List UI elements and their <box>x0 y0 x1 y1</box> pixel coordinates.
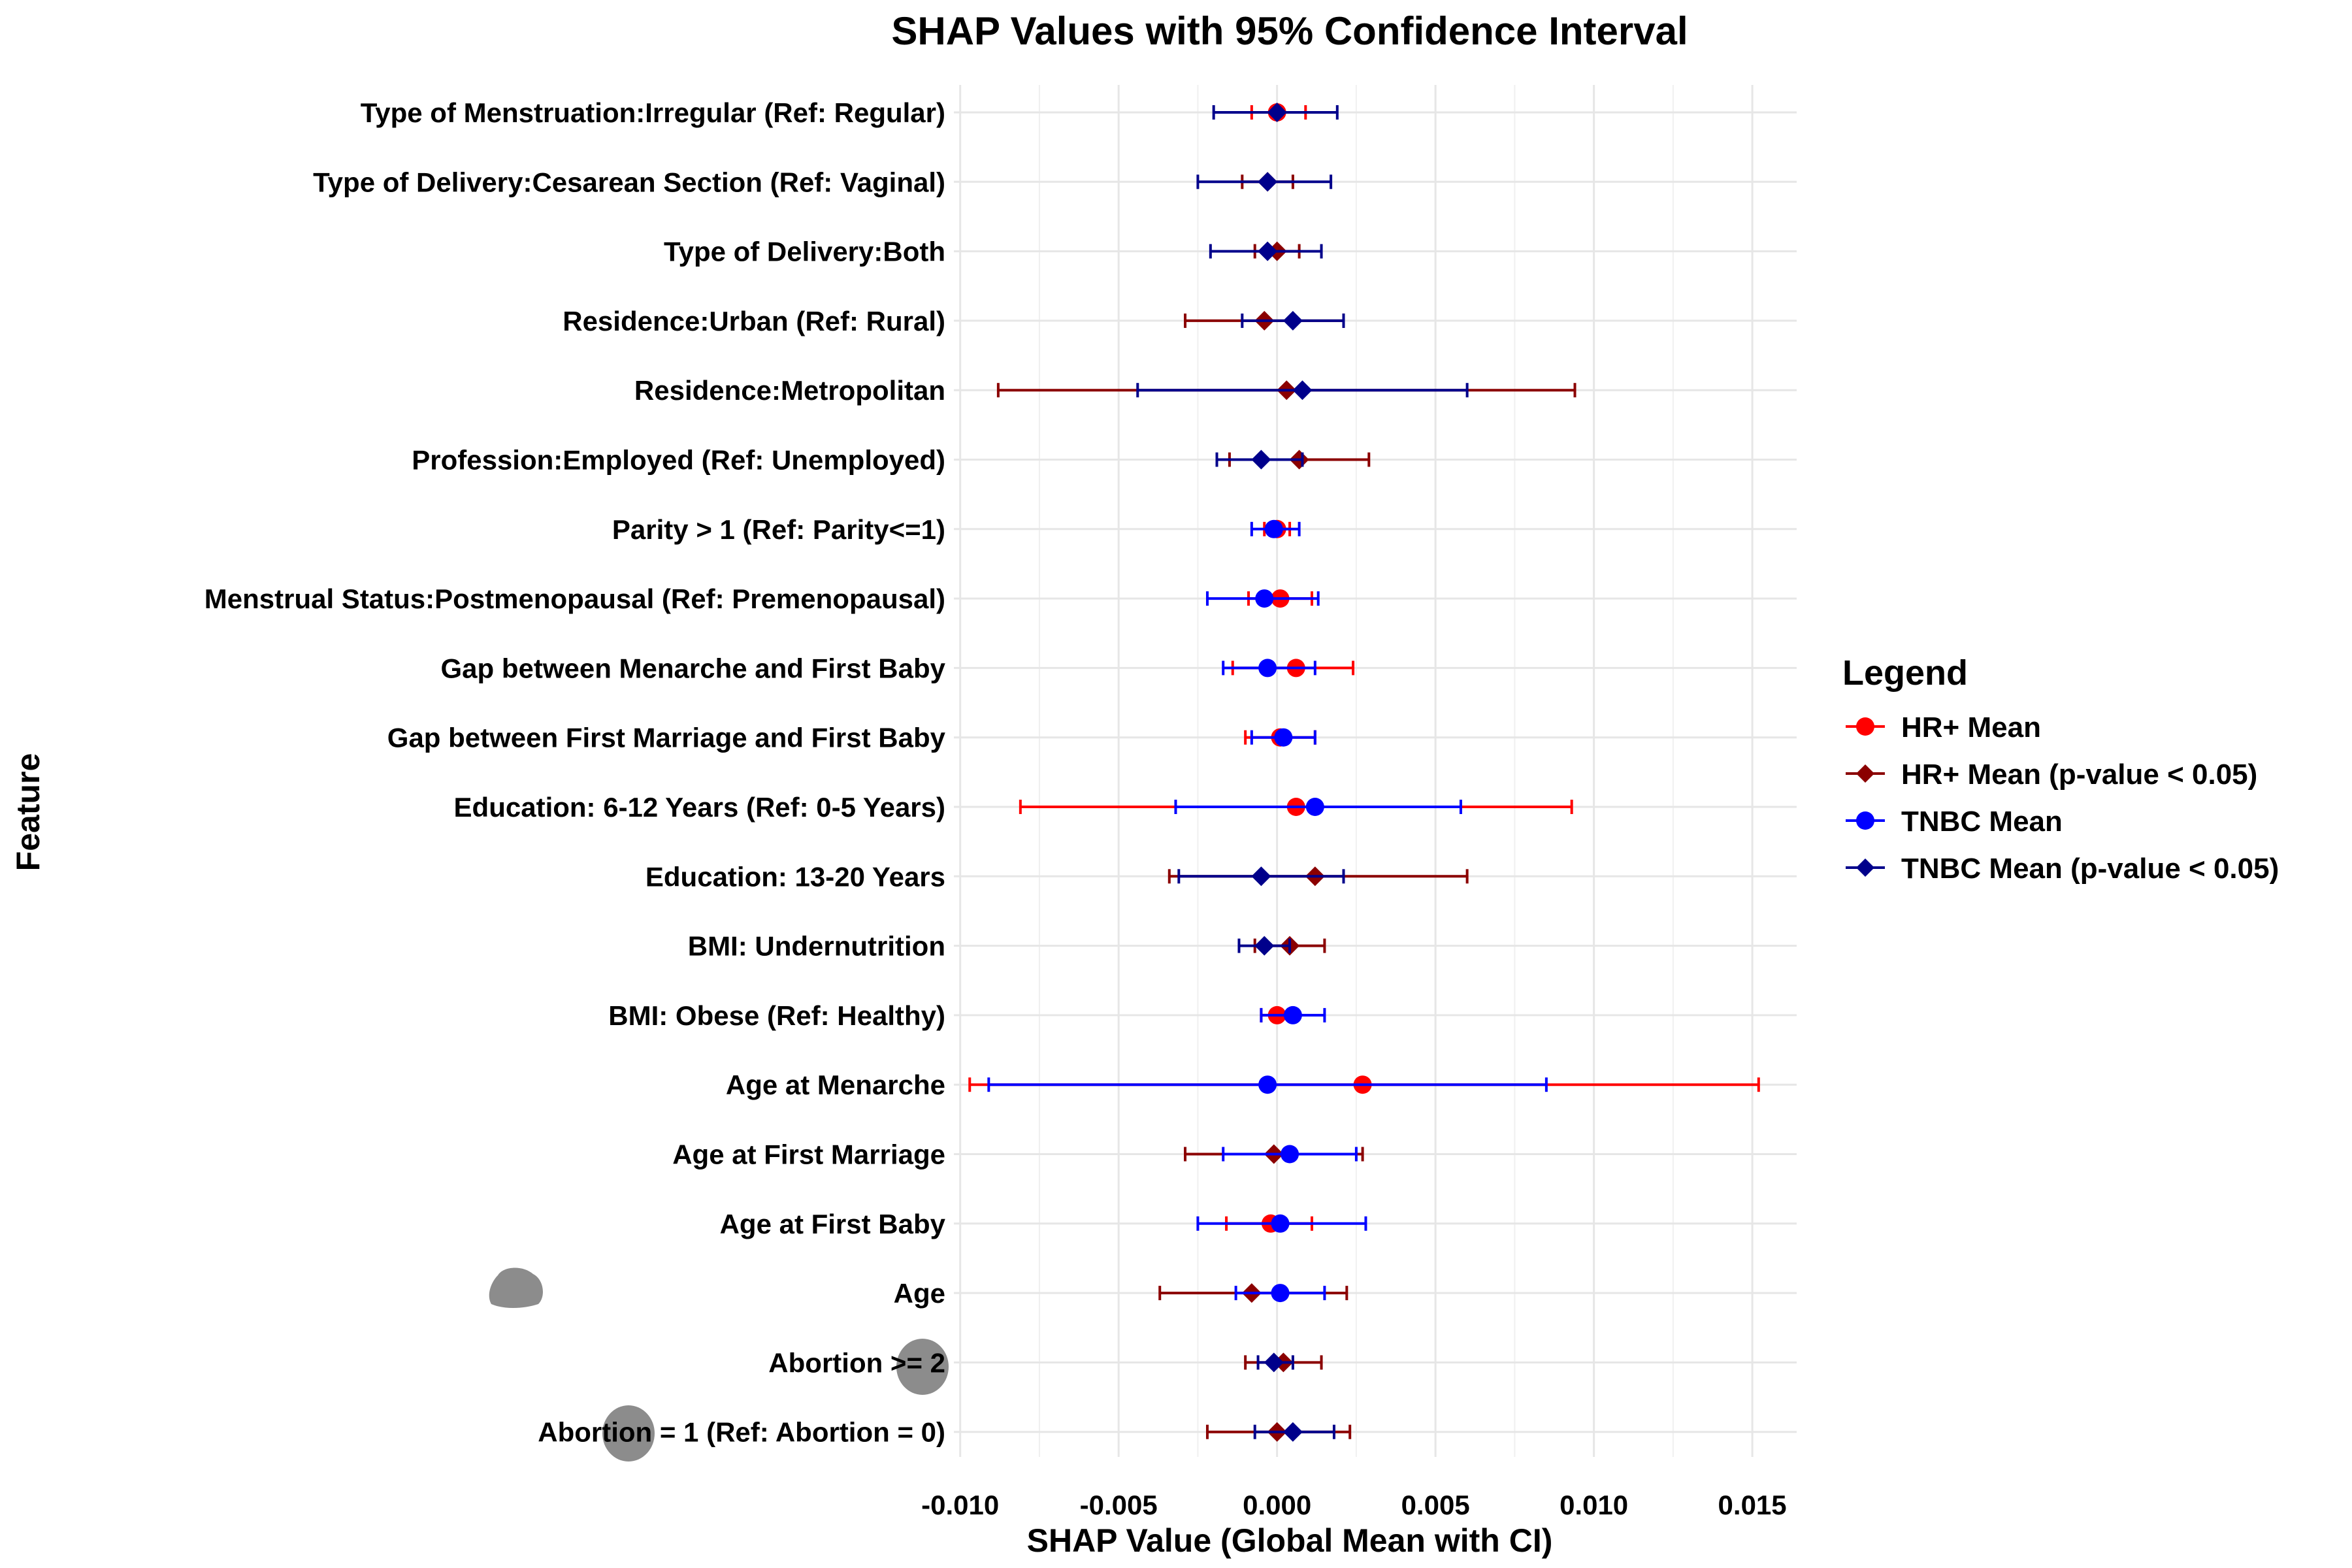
legend-label: TNBC Mean <box>1901 806 2063 838</box>
x-tick-label: 0.015 <box>1718 1490 1787 1520</box>
legend-item: HR+ Mean <box>1846 711 2041 743</box>
legend-title: Legend <box>1842 653 1968 693</box>
feature-label: Parity > 1 (Ref: Parity<=1) <box>612 514 945 545</box>
tnbc-mean-diamond <box>1282 310 1303 331</box>
tnbc-mean-point <box>1255 589 1274 608</box>
x-tick-label: 0.005 <box>1401 1490 1470 1520</box>
feature-label: Gap between Menarche and First Baby <box>440 653 945 683</box>
legend: Legend HR+ Mean HR+ Mean (p-value < 0.05)… <box>1842 653 2279 885</box>
legend-label: TNBC Mean (p-value < 0.05) <box>1901 853 2279 885</box>
feature-label: Type of Delivery:Both <box>664 237 945 267</box>
tnbc-mean-point <box>1274 728 1293 747</box>
chart-title: SHAP Values with 95% Confidence Interval <box>891 9 1688 53</box>
feature-label: Profession:Employed (Ref: Unemployed) <box>412 445 945 476</box>
tnbc-mean-diamond <box>1251 866 1271 887</box>
tnbc-mean-diamond <box>1292 380 1313 400</box>
feature-label: Age at First Baby <box>720 1209 946 1239</box>
feature-label: Abortion >= 2 <box>768 1347 945 1378</box>
tnbc-mean-point <box>1305 798 1324 816</box>
legend-label: HR+ Mean <box>1901 711 2041 743</box>
legend-item: TNBC Mean <box>1846 806 2063 838</box>
tnbc-mean-diamond <box>1254 936 1275 956</box>
tnbc-mean-diamond <box>1258 241 1278 261</box>
x-axis-title: SHAP Value (Global Mean with CI) <box>1027 1522 1553 1559</box>
tnbc-mean-diamond <box>1282 1422 1303 1442</box>
x-tick-label: -0.010 <box>921 1490 999 1520</box>
gray-blob-left <box>489 1267 543 1308</box>
feature-label: BMI: Undernutrition <box>688 931 945 962</box>
x-tick-label: 0.010 <box>1560 1490 1628 1520</box>
feature-label: Age at Menarche <box>726 1070 945 1100</box>
feature-label: Type of Menstruation:Irregular (Ref: Reg… <box>361 97 945 128</box>
feature-label: Residence:Urban (Ref: Rural) <box>563 306 945 336</box>
tnbc-mean-diamond <box>1258 172 1278 192</box>
gray-blob-abortion-2 <box>896 1339 949 1395</box>
tnbc-mean-diamond <box>1251 449 1271 470</box>
feature-labels-overlay: Type of Menstruation:Irregular (Ref: Reg… <box>204 97 946 1448</box>
feature-label: Residence:Metropolitan <box>634 375 945 406</box>
grid-lines <box>954 85 1797 1457</box>
legend-item: TNBC Mean (p-value < 0.05) <box>1846 853 2279 885</box>
series-tnbc <box>987 103 1548 1442</box>
tnbc-mean-point <box>1271 1214 1290 1233</box>
x-tick-label: -0.005 <box>1080 1490 1158 1520</box>
feature-label: Gap between First Marriage and First Bab… <box>387 723 946 753</box>
feature-label: Education: 6-12 Years (Ref: 0-5 Years) <box>454 792 945 823</box>
chart-marks <box>968 103 1760 1442</box>
feature-label: Menstrual Status:Postmenopausal (Ref: Pr… <box>204 583 945 614</box>
tnbc-mean-point <box>1264 519 1283 538</box>
feature-label: BMI: Obese (Ref: Healthy) <box>608 1000 945 1031</box>
tnbc-mean-point <box>1281 1145 1299 1164</box>
legend-label: HR+ Mean (p-value < 0.05) <box>1901 759 2257 791</box>
x-axis-ticks: -0.010 -0.005 0.000 0.005 0.010 0.015 <box>921 1490 1787 1520</box>
legend-circle <box>1856 717 1874 736</box>
gray-blob-abortion-1 <box>602 1405 655 1462</box>
series-hr <box>968 103 1760 1442</box>
feature-label: Education: 13-20 Years <box>645 861 945 892</box>
feature-label: Age at First Marriage <box>672 1139 945 1170</box>
feature-label: Abortion = 1 (Ref: Abortion = 0) <box>538 1417 945 1448</box>
legend-circle <box>1856 811 1874 830</box>
tnbc-mean-point <box>1271 1284 1290 1303</box>
legend-diamond <box>1856 764 1874 783</box>
legend-diamond <box>1856 858 1874 877</box>
decorative-blobs <box>489 1267 949 1462</box>
legend-items: HR+ Mean HR+ Mean (p-value < 0.05) TNBC Me… <box>1846 711 2279 885</box>
tnbc-mean-point <box>1258 1075 1277 1094</box>
feature-label: Type of Delivery:Cesarean Section (Ref: … <box>313 167 945 197</box>
tnbc-mean-point <box>1258 659 1277 678</box>
x-tick-label: 0.000 <box>1243 1490 1311 1520</box>
tnbc-mean-diamond <box>1264 1352 1284 1373</box>
feature-label: Age <box>894 1278 945 1309</box>
tnbc-mean-point <box>1283 1005 1302 1024</box>
y-axis-title: Feature <box>10 753 46 872</box>
legend-item: HR+ Mean (p-value < 0.05) <box>1846 759 2257 791</box>
tnbc-mean-diamond <box>1267 103 1287 122</box>
